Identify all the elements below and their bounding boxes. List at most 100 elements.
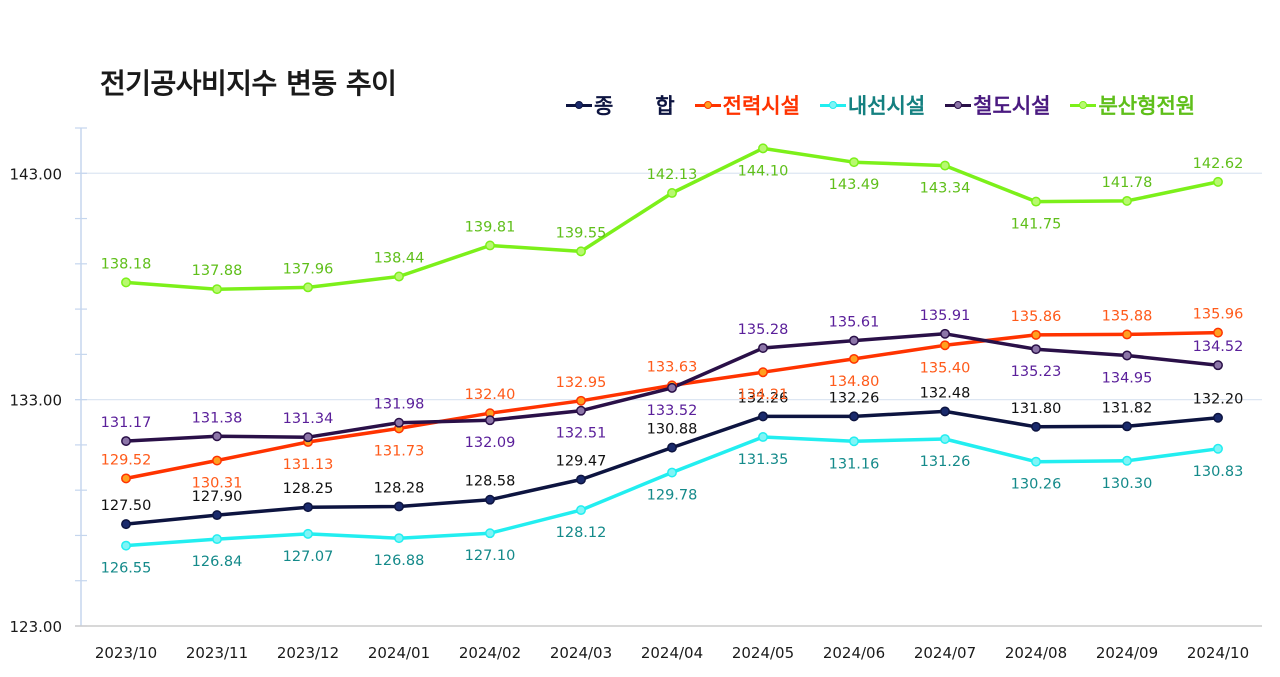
data-label: 129.47: [556, 454, 607, 470]
data-label: 127.90: [192, 489, 243, 505]
data-label: 127.07: [283, 549, 334, 565]
data-label: 132.51: [556, 426, 607, 442]
legend-label-railway: 철도시설: [973, 94, 1051, 118]
x-tick-label: 2024/05: [732, 644, 794, 662]
data-point-marker: [940, 340, 950, 351]
data-point-marker: [1031, 344, 1041, 355]
data-point-marker: [849, 353, 859, 364]
data-label: 129.52: [101, 452, 152, 468]
x-tick-label: 2024/10: [1187, 644, 1249, 662]
data-point-marker: [849, 335, 859, 346]
data-label: 130.30: [1102, 476, 1153, 492]
data-point-marker: [303, 502, 313, 513]
data-label: 142.13: [647, 167, 698, 183]
data-point-marker: [1213, 412, 1223, 423]
data-point-marker: [121, 277, 131, 288]
data-label: 129.78: [647, 488, 698, 504]
data-label: 126.55: [101, 561, 152, 577]
data-point-marker: [1213, 443, 1223, 454]
legend-swatch-total: [566, 98, 592, 112]
data-point-marker: [849, 157, 859, 168]
data-point-marker: [576, 474, 586, 485]
legend-label-distributed: 분산형전원: [1098, 94, 1196, 118]
x-tick-label: 2024/06: [823, 644, 885, 662]
data-label: 133.52: [647, 403, 698, 419]
data-point-marker: [394, 271, 404, 282]
data-point-marker: [1031, 196, 1041, 207]
data-label: 144.10: [738, 163, 789, 179]
data-label: 135.61: [829, 315, 880, 331]
data-point-marker: [576, 405, 586, 416]
legend-item-interior: 내선시설: [819, 90, 925, 120]
data-label: 138.18: [101, 256, 152, 272]
legend-item-power: 전력시설: [694, 90, 800, 120]
data-point-marker: [1122, 421, 1132, 432]
x-tick-label: 2023/10: [95, 644, 157, 662]
data-label: 134.21: [738, 387, 789, 403]
data-label: 126.84: [192, 554, 243, 570]
legend-label-total: 종 합: [594, 94, 675, 118]
x-tick-label: 2024/01: [368, 644, 430, 662]
x-tick-label: 2024/08: [1005, 644, 1067, 662]
data-point-marker: [394, 501, 404, 512]
data-point-marker: [394, 417, 404, 428]
data-label: 134.95: [1102, 370, 1153, 386]
data-label: 127.10: [465, 548, 516, 564]
data-label: 132.20: [1193, 392, 1244, 408]
data-point-marker: [758, 432, 768, 442]
data-point-marker: [212, 284, 222, 295]
data-point-marker: [212, 431, 222, 442]
series-lines: [121, 143, 1223, 551]
data-label: 132.95: [556, 375, 607, 391]
data-label: 128.12: [556, 525, 607, 541]
x-tick-label: 2024/09: [1096, 644, 1158, 662]
legend-swatch-distributed: [1070, 98, 1097, 112]
data-point-marker: [1213, 360, 1223, 371]
data-label: 130.31: [192, 476, 243, 492]
x-tick-label: 2023/12: [277, 644, 339, 662]
data-point-marker: [940, 160, 950, 171]
data-label: 137.88: [192, 263, 243, 279]
data-label: 126.88: [374, 553, 425, 569]
data-point-marker: [485, 240, 495, 251]
data-label: 131.38: [192, 410, 243, 426]
data-point-marker: [1213, 327, 1223, 338]
data-label: 135.96: [1193, 307, 1244, 323]
data-label: 131.26: [920, 454, 971, 470]
x-tick-label: 2024/04: [641, 644, 703, 662]
data-point-marker: [576, 246, 586, 257]
data-point-marker: [576, 395, 586, 406]
legend-item-railway: 철도시설: [945, 90, 1050, 120]
data-label: 128.28: [374, 480, 425, 496]
data-point-marker: [1122, 329, 1132, 340]
data-point-marker: [121, 436, 131, 447]
y-tick-label: 143.00: [10, 165, 63, 183]
data-label: 131.34: [283, 411, 334, 427]
data-label: 143.49: [829, 177, 880, 193]
data-label: 135.23: [1011, 364, 1062, 380]
data-point-marker: [758, 367, 768, 378]
chart-title: 전기공사비지수 변동 추이: [100, 67, 397, 100]
legend-swatch-railway: [945, 98, 972, 112]
data-label: 128.58: [465, 474, 516, 490]
chart-legend: 종 합 전력시설 내선시설 철도시설 분산형전원: [566, 90, 1215, 120]
data-label: 132.26: [738, 390, 789, 406]
data-point-marker: [303, 432, 313, 443]
data-label: 138.44: [374, 250, 425, 266]
data-point-marker: [940, 328, 950, 339]
data-point-marker: [667, 382, 677, 393]
data-label: 128.25: [283, 481, 334, 497]
data-label: 132.26: [829, 390, 880, 406]
data-label: 143.34: [920, 181, 971, 197]
data-label: 131.82: [1102, 400, 1153, 416]
data-label: 131.73: [374, 443, 425, 459]
data-label: 132.09: [465, 435, 516, 451]
data-labels: 127.50 127.90 128.25 128.28 128.58 129.47 130.…: [101, 156, 1244, 577]
data-label: 139.55: [556, 225, 607, 241]
x-tick-label: 2023/11: [186, 644, 248, 662]
data-point-marker: [1031, 329, 1041, 340]
data-label: 141.75: [1011, 217, 1062, 233]
legend-swatch-power: [694, 98, 721, 112]
data-point-marker: [940, 406, 950, 417]
